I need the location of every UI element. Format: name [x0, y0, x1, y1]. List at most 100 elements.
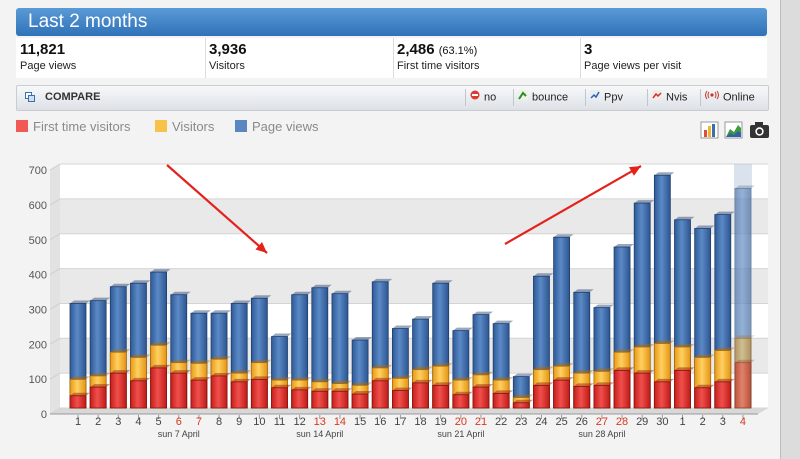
bar-top: [231, 370, 252, 374]
bar-first-time-visitors[interactable]: [714, 381, 732, 409]
bar-top: [493, 377, 514, 381]
bar-top: [311, 388, 332, 392]
bar-top: [331, 380, 352, 384]
x-tick-label: 7: [196, 416, 202, 428]
bar-first-time-visitors[interactable]: [633, 372, 651, 409]
bar-first-time-visitors[interactable]: [89, 386, 107, 409]
bar-first-time-visitors[interactable]: [130, 380, 147, 409]
bar-top: [714, 347, 735, 351]
bar-top: [533, 366, 554, 370]
compare-no-button[interactable]: no: [465, 89, 515, 106]
bar-top: [614, 243, 635, 247]
bar-top: [493, 390, 514, 394]
bar-first-time-visitors[interactable]: [452, 394, 470, 409]
bar-top: [190, 377, 211, 381]
compare-nvis-button[interactable]: Nvis: [647, 89, 702, 106]
bar-top: [714, 378, 735, 382]
bar-top: [573, 289, 594, 293]
bar-top: [211, 372, 232, 376]
bar-top: [493, 320, 514, 324]
bar-top: [352, 391, 373, 395]
annotation-arrow-down-head: [255, 241, 267, 253]
bar-first-time-visitors[interactable]: [432, 384, 450, 409]
no-entry-icon: [470, 89, 480, 106]
bar-first-time-visitors[interactable]: [230, 381, 248, 409]
bar-first-time-visitors[interactable]: [311, 390, 329, 409]
bar-first-time-visitors[interactable]: [150, 367, 168, 409]
bar-top: [553, 363, 574, 367]
compare-bounce-button[interactable]: bounce: [513, 89, 576, 106]
bar-first-time-visitors[interactable]: [674, 369, 691, 409]
bar-top: [130, 354, 151, 358]
gridline-depth: [49, 372, 61, 380]
bar-top: [392, 375, 413, 379]
compare-ppv-button[interactable]: Ppv: [585, 89, 634, 106]
bar-first-time-visitors[interactable]: [109, 372, 127, 409]
bar-first-time-visitors[interactable]: [351, 393, 369, 409]
x-tick-label: 6: [176, 416, 182, 428]
bar-top: [392, 325, 413, 329]
bar-chart-icon[interactable]: [700, 121, 719, 139]
bar-top: [110, 349, 131, 353]
bar-top: [634, 200, 655, 204]
bar-first-time-visitors[interactable]: [170, 372, 188, 409]
bar-first-time-visitors[interactable]: [573, 385, 591, 409]
stat-label: Page views per visit: [584, 60, 682, 72]
bar-first-time-visitors[interactable]: [210, 375, 228, 409]
bar-first-time-visitors[interactable]: [593, 384, 611, 409]
bar-first-time-visitors[interactable]: [371, 380, 389, 409]
compare-online-button[interactable]: Online: [700, 89, 765, 106]
bar-first-time-visitors[interactable]: [734, 362, 752, 409]
bar-first-time-visitors[interactable]: [271, 387, 288, 409]
bar-first-time-visitors[interactable]: [512, 402, 530, 409]
bar-first-time-visitors[interactable]: [69, 395, 87, 409]
gridline-depth: [49, 268, 61, 276]
bar-top: [614, 349, 635, 353]
bar-first-time-visitors[interactable]: [472, 386, 490, 409]
bar-top: [170, 291, 191, 295]
bar-top: [231, 378, 252, 382]
x-tick-label: 1: [75, 416, 81, 428]
bar-first-time-visitors[interactable]: [553, 379, 570, 409]
bar-first-time-visitors[interactable]: [190, 379, 208, 409]
legend-page-views[interactable]: Page views: [235, 119, 318, 134]
gridline-depth: [49, 303, 61, 310]
bar-first-time-visitors[interactable]: [391, 390, 409, 409]
bar-top: [533, 382, 554, 386]
bar-top: [553, 234, 574, 238]
area-chart-icon[interactable]: [724, 121, 743, 139]
week-label: sun 14 April: [296, 429, 343, 439]
x-tick-label: 5: [156, 416, 162, 428]
bar-first-time-visitors[interactable]: [533, 384, 550, 409]
x-tick-label: 2: [95, 416, 101, 428]
bar-first-time-visitors[interactable]: [250, 379, 268, 409]
week-label: sun 21 April: [437, 429, 484, 439]
bar-first-time-visitors[interactable]: [291, 389, 309, 409]
compare-title: COMPARE: [45, 91, 101, 103]
bar-first-time-visitors[interactable]: [492, 392, 510, 409]
bar-top: [513, 394, 534, 398]
x-tick-label: 28: [616, 416, 628, 428]
camera-icon[interactable]: [750, 122, 769, 138]
bar-top: [674, 367, 695, 371]
bar-top: [150, 342, 171, 346]
bar-top: [271, 377, 292, 381]
bar-first-time-visitors[interactable]: [613, 369, 631, 409]
bar-top: [634, 370, 655, 374]
x-tick-label: 24: [535, 416, 547, 428]
x-tick-label: 3: [115, 416, 121, 428]
bar-top: [372, 377, 393, 381]
bar-top: [412, 366, 433, 370]
bar-top: [291, 377, 312, 381]
bar-first-time-visitors[interactable]: [694, 387, 712, 409]
bar-top: [170, 370, 191, 374]
bar-first-time-visitors[interactable]: [331, 390, 349, 409]
bar-first-time-visitors[interactable]: [412, 382, 429, 409]
compare-icon: [25, 92, 35, 102]
bar-top: [211, 310, 232, 314]
bar-first-time-visitors[interactable]: [653, 381, 671, 409]
x-tick-label: 15: [354, 416, 366, 428]
legend-first-time-visitors[interactable]: First time visitors: [16, 119, 131, 134]
bar-top: [734, 335, 755, 339]
legend-visitors[interactable]: Visitors: [155, 119, 214, 134]
